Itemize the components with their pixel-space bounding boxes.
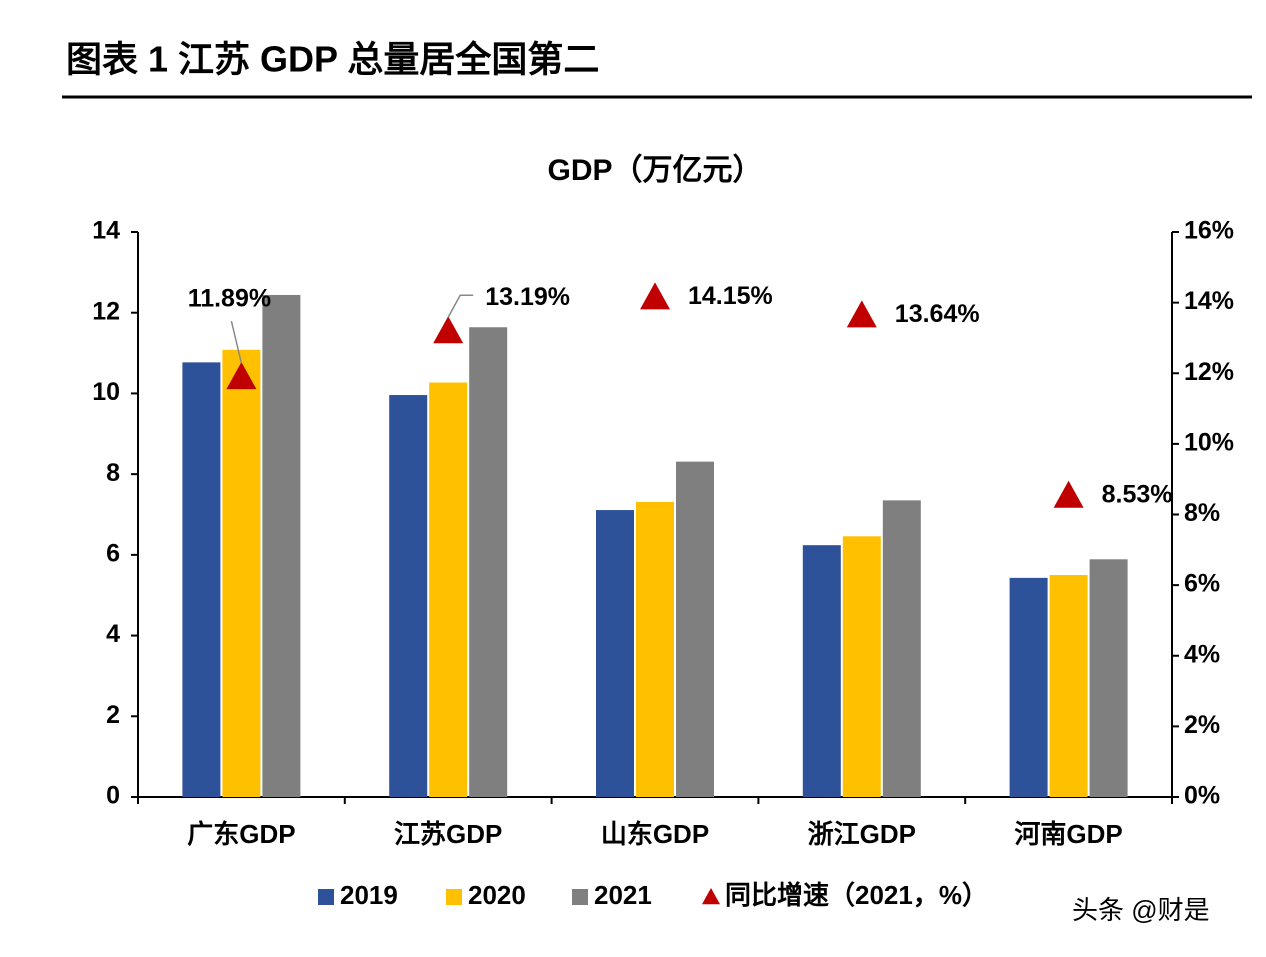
- bar: [389, 395, 428, 797]
- legend-marker: [702, 888, 720, 905]
- leader-line: [230, 320, 243, 364]
- y-tick-label: 2: [106, 701, 120, 729]
- bar: [262, 294, 301, 797]
- bar: [1049, 575, 1088, 797]
- value-label: 13.64%: [895, 300, 980, 328]
- y2-tick-label: 4%: [1184, 640, 1220, 668]
- bar: [596, 510, 634, 797]
- bar: [469, 327, 508, 797]
- value-label: 13.19%: [485, 283, 570, 311]
- y-tick-label: 0: [106, 782, 120, 810]
- marker: [433, 316, 464, 344]
- marker: [846, 300, 877, 328]
- legend-label: 同比增速（2021，%）: [725, 880, 988, 910]
- legend-label: 2021: [594, 880, 652, 910]
- marker: [1053, 480, 1084, 508]
- bar: [1009, 577, 1048, 797]
- y-tick-label: 12: [92, 297, 120, 325]
- figure-title: 图表 1 江苏 GDP 总量居全国第二: [66, 39, 599, 80]
- y2-tick-label: 6%: [1184, 570, 1220, 598]
- bar: [842, 536, 881, 797]
- x-tick-label: 浙江GDP: [808, 819, 916, 849]
- marker: [226, 362, 257, 390]
- value-label: 8.53%: [1102, 480, 1173, 508]
- value-label: 11.89%: [188, 285, 271, 313]
- leader-line: [447, 294, 474, 318]
- legend-swatch: [572, 889, 588, 905]
- bar: [429, 382, 468, 797]
- legend-swatch: [446, 889, 462, 905]
- bar: [882, 500, 921, 797]
- y2-tick-label: 14%: [1184, 287, 1234, 315]
- y-tick-label: 10: [92, 378, 120, 406]
- y-tick-label: 4: [106, 620, 120, 648]
- y2-tick-label: 16%: [1184, 217, 1234, 245]
- y2-tick-label: 0%: [1184, 782, 1220, 810]
- y2-tick-label: 10%: [1184, 428, 1234, 456]
- x-tick-label: 江苏GDP: [394, 819, 502, 849]
- y2-tick-label: 12%: [1184, 358, 1234, 386]
- legend-label: 2020: [468, 880, 526, 910]
- bar: [636, 501, 674, 797]
- bar: [676, 461, 714, 797]
- y2-tick-label: 2%: [1184, 711, 1220, 739]
- bar: [1089, 559, 1128, 797]
- y-tick-label: 14: [92, 217, 120, 245]
- y2-tick-label: 8%: [1184, 499, 1220, 527]
- watermark: 头条 @财是: [1072, 895, 1210, 925]
- x-tick-label: 广东GDP: [187, 819, 295, 849]
- chart-title: GDP（万亿元）: [547, 153, 762, 187]
- marker: [640, 282, 670, 310]
- bar: [222, 349, 261, 797]
- y-tick-label: 6: [106, 539, 120, 567]
- x-tick-label: 山东GDP: [601, 819, 709, 849]
- y-tick-label: 8: [106, 459, 120, 487]
- x-tick-label: 河南GDP: [1014, 819, 1122, 849]
- legend-label: 2019: [340, 880, 398, 910]
- legend-swatch: [318, 889, 334, 905]
- bar: [182, 362, 221, 797]
- bar: [802, 545, 841, 797]
- value-label: 14.15%: [688, 282, 773, 310]
